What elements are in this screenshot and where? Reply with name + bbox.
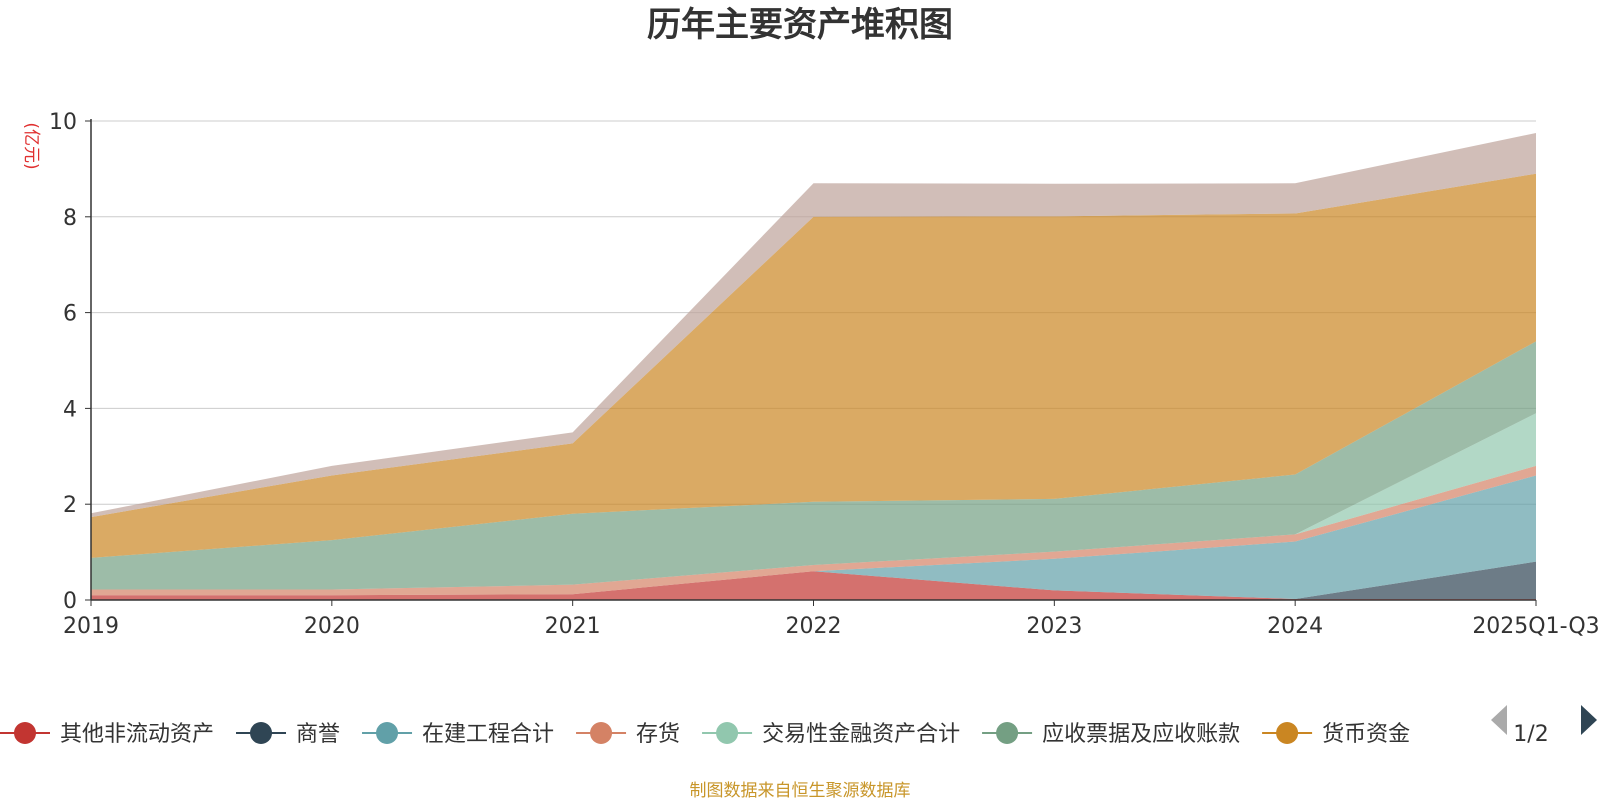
legend-marker-icon: [996, 722, 1019, 744]
area-series-2: [91, 475, 1536, 600]
data-source-note: 制图数据来自恒生聚源数据库: [690, 781, 911, 800]
y-tick-label: 4: [63, 397, 77, 422]
x-tick-label: 2022: [786, 614, 842, 639]
legend-item[interactable]: 货币资金: [1262, 722, 1410, 747]
x-tick-label: 2020: [304, 614, 360, 639]
legend-item[interactable]: 其他非流动资产: [0, 722, 214, 747]
legend-marker-icon: [716, 722, 739, 744]
x-tick-label: 2023: [1026, 614, 1082, 639]
area-series-0: [91, 571, 1536, 600]
y-tick-label: 8: [63, 206, 77, 231]
y-tick-label: 6: [63, 302, 77, 327]
legend-label: 交易性金融资产合计: [762, 722, 960, 747]
x-tick-label: 2024: [1267, 614, 1323, 639]
area-series-6: [91, 173, 1536, 558]
area-series-3: [91, 465, 1536, 596]
x-tick-label: 2025Q1-Q3: [1472, 614, 1599, 639]
legend-marker-icon: [1276, 722, 1299, 744]
area-series-5: [91, 341, 1536, 590]
legend: 其他非流动资产 商誉 在建工程合计 存货 交易性金融资产合计 应收票据及应收账款 货币资金: [0, 722, 1410, 747]
legend-item[interactable]: 在建工程合计: [362, 722, 554, 747]
chart-title: 历年主要资产堆积图: [647, 5, 953, 45]
legend-marker-icon: [590, 722, 613, 744]
legend-item[interactable]: 交易性金融资产合计: [702, 722, 960, 747]
legend-label: 货币资金: [1322, 722, 1410, 747]
legend-next-page-icon[interactable]: [1581, 705, 1597, 735]
legend-label: 在建工程合计: [422, 722, 554, 747]
legend-pager: 1/2: [1491, 705, 1597, 747]
x-tick-label: 2021: [545, 614, 601, 639]
area-series-7: [91, 132, 1536, 518]
legend-item[interactable]: 商誉: [236, 722, 340, 747]
legend-label: 其他非流动资产: [60, 722, 214, 747]
y-axis-unit-label: (亿元): [21, 122, 41, 169]
legend-item[interactable]: 存货: [576, 722, 680, 747]
legend-label: 存货: [636, 722, 680, 747]
legend-label: 商誉: [296, 722, 340, 747]
legend-marker-icon: [250, 722, 273, 744]
legend-page-indicator: 1/2: [1513, 722, 1548, 747]
legend-prev-page-icon[interactable]: [1491, 705, 1507, 735]
x-axis-ticks: 2019 2020 2021 2022 2023 2024 2025Q1-Q3: [63, 600, 1600, 639]
y-tick-label: 10: [49, 110, 77, 135]
y-axis-ticks: 0 2 4 6 8 10: [49, 110, 91, 614]
area-series-group: [91, 132, 1536, 600]
legend-item[interactable]: 应收票据及应收账款: [982, 722, 1240, 747]
y-tick-label: 2: [63, 493, 77, 518]
legend-marker-icon: [14, 722, 36, 744]
area-series-1: [91, 561, 1536, 600]
legend-marker-icon: [376, 722, 399, 744]
y-tick-label: 0: [63, 589, 77, 614]
x-tick-label: 2019: [63, 614, 119, 639]
legend-label: 应收票据及应收账款: [1042, 722, 1240, 747]
